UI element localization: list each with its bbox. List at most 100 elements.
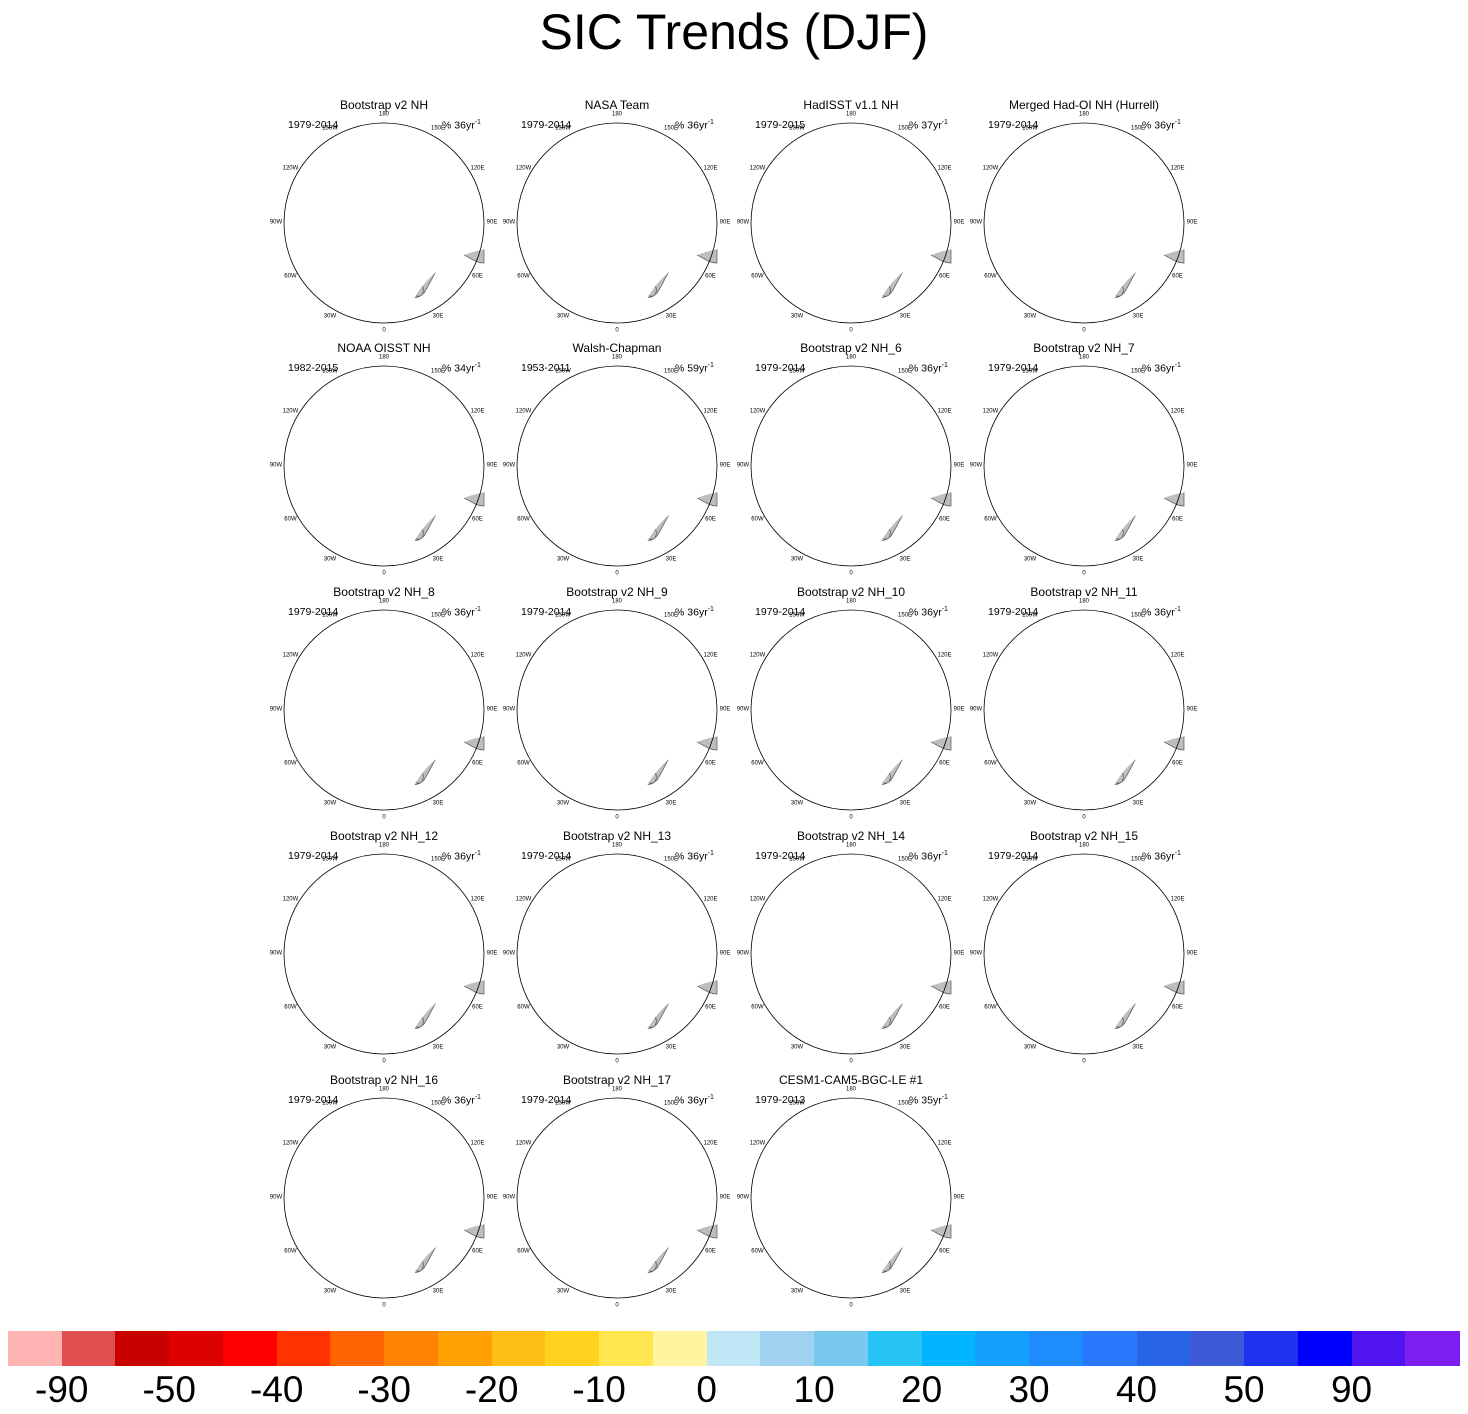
longitude-label: 30E xyxy=(432,800,444,807)
longitude-label: 120E xyxy=(937,652,952,659)
longitude-label: 120W xyxy=(282,165,299,172)
map-border xyxy=(283,853,485,1055)
map-panel: Bootstrap v2 NH_9 1979-2014% 36yr-1 180 150… xyxy=(500,585,734,821)
map-border xyxy=(750,853,952,1055)
panel-title: Bootstrap v2 NH_10 xyxy=(796,585,906,599)
polar-map xyxy=(283,609,485,811)
longitude-label: 150W xyxy=(1022,856,1038,863)
map-border xyxy=(983,853,1185,1055)
longitude-label: 120W xyxy=(515,408,532,415)
units-exponent: -1 xyxy=(474,850,481,857)
longitude-label: 90W xyxy=(269,950,283,957)
longitude-label: 120E xyxy=(1170,652,1185,659)
longitude-label: 120E xyxy=(703,408,718,415)
longitude-label: 30E xyxy=(899,1288,911,1295)
longitude-label: 60E xyxy=(705,516,716,523)
longitude-label: 60W xyxy=(284,760,297,767)
ocean-disc xyxy=(284,123,484,323)
longitude-label: 60E xyxy=(472,273,483,280)
longitude-label: 60E xyxy=(472,1004,483,1011)
longitude-label: 180 xyxy=(611,1086,623,1093)
units-label: % xyxy=(1142,362,1155,375)
ocean-disc xyxy=(751,854,951,1054)
longitude-label: 180 xyxy=(1078,842,1090,849)
longitude-label: 60W xyxy=(751,1004,764,1011)
longitude-label: 90E xyxy=(486,1194,498,1201)
units-suffix: yr xyxy=(698,1094,708,1107)
panel-span: 36 xyxy=(921,850,933,863)
longitude-label: 90W xyxy=(969,219,983,226)
panel-units: % 36yr-1 xyxy=(442,847,481,864)
panel-units: % 36yr-1 xyxy=(675,116,714,133)
longitude-label: 90W xyxy=(502,462,516,469)
longitude-label: 30W xyxy=(1023,1044,1037,1051)
longitude-label: 120W xyxy=(982,165,999,172)
colorbar-swatch xyxy=(1082,1331,1138,1366)
longitude-label: 90W xyxy=(502,219,516,226)
longitude-label: 150W xyxy=(789,1100,805,1107)
units-exponent: -1 xyxy=(1174,362,1181,369)
longitude-label: 150E xyxy=(430,856,446,863)
ocean-disc xyxy=(751,610,951,810)
longitude-label: 60E xyxy=(1172,516,1183,523)
longitude-label: 180 xyxy=(845,842,857,849)
longitude-label: 60W xyxy=(751,1248,764,1255)
longitude-label: 120W xyxy=(749,1140,766,1147)
map-panel: Bootstrap v2 NH_14 1979-2014% 36yr-1 180 15… xyxy=(734,829,968,1065)
longitude-label: 90E xyxy=(719,462,731,469)
colorbar-swatch xyxy=(1136,1331,1191,1366)
panel-span: 36 xyxy=(687,606,699,619)
map-border xyxy=(516,609,718,811)
longitude-label: 120E xyxy=(470,652,485,659)
panel-years: 1979-2013 xyxy=(755,1094,806,1106)
longitude-label: 150W xyxy=(322,1100,338,1107)
longitude-label: 150E xyxy=(663,1100,679,1107)
longitude-label: 60W xyxy=(517,273,530,280)
longitude-label: 180 xyxy=(611,354,623,361)
map-panel: Bootstrap v2 NH_6 1979-2014% 36yr-1 180 150… xyxy=(734,341,968,577)
longitude-label: 150E xyxy=(430,1100,446,1107)
ocean-disc xyxy=(284,854,484,1054)
panel-units: % 36yr-1 xyxy=(909,359,948,376)
map-border xyxy=(983,122,1185,324)
map-border xyxy=(283,609,485,811)
units-label: % xyxy=(442,850,455,863)
longitude-label: 30E xyxy=(665,313,677,320)
longitude-label: 30W xyxy=(1023,313,1037,320)
longitude-label: 90E xyxy=(719,950,731,957)
longitude-label: 30E xyxy=(899,1044,911,1051)
longitude-label: 30W xyxy=(323,313,337,320)
longitude-label: 90W xyxy=(736,950,750,957)
longitude-label: 0 xyxy=(849,1058,853,1065)
units-exponent: -1 xyxy=(707,606,714,613)
longitude-label: 60E xyxy=(939,1004,950,1011)
longitude-label: 60E xyxy=(939,273,950,280)
map-border xyxy=(750,1097,952,1299)
polar-map xyxy=(750,609,952,811)
units-exponent: -1 xyxy=(941,606,948,613)
units-suffix: yr xyxy=(698,119,708,132)
ocean-disc xyxy=(984,123,1184,323)
map-panel: Bootstrap v2 NH_17 1979-2014% 36yr-1 180 15… xyxy=(500,1073,734,1309)
longitude-label: 120W xyxy=(982,896,999,903)
longitude-label: 150W xyxy=(555,368,571,375)
longitude-label: 90E xyxy=(953,1194,965,1201)
longitude-label: 90W xyxy=(969,462,983,469)
longitude-label: 180 xyxy=(378,842,390,849)
units-exponent: -1 xyxy=(1174,850,1181,857)
longitude-label: 150W xyxy=(789,612,805,619)
colorbar-swatch xyxy=(61,1331,117,1366)
ocean-disc xyxy=(984,366,1184,566)
longitude-label: 150W xyxy=(555,1100,571,1107)
panel-units: % 36yr-1 xyxy=(1142,116,1181,133)
longitude-label: 0 xyxy=(382,570,386,577)
polar-map xyxy=(983,609,1185,811)
panel-span: 35 xyxy=(921,1094,933,1107)
longitude-label: 60E xyxy=(705,273,716,280)
longitude-label: 30E xyxy=(1132,313,1144,320)
longitude-label: 120E xyxy=(470,1140,485,1147)
colorbar-tick-label: 90 xyxy=(1330,1369,1373,1410)
polar-map xyxy=(983,365,1185,567)
longitude-label: 150W xyxy=(1022,368,1038,375)
longitude-label: 90E xyxy=(1186,950,1198,957)
